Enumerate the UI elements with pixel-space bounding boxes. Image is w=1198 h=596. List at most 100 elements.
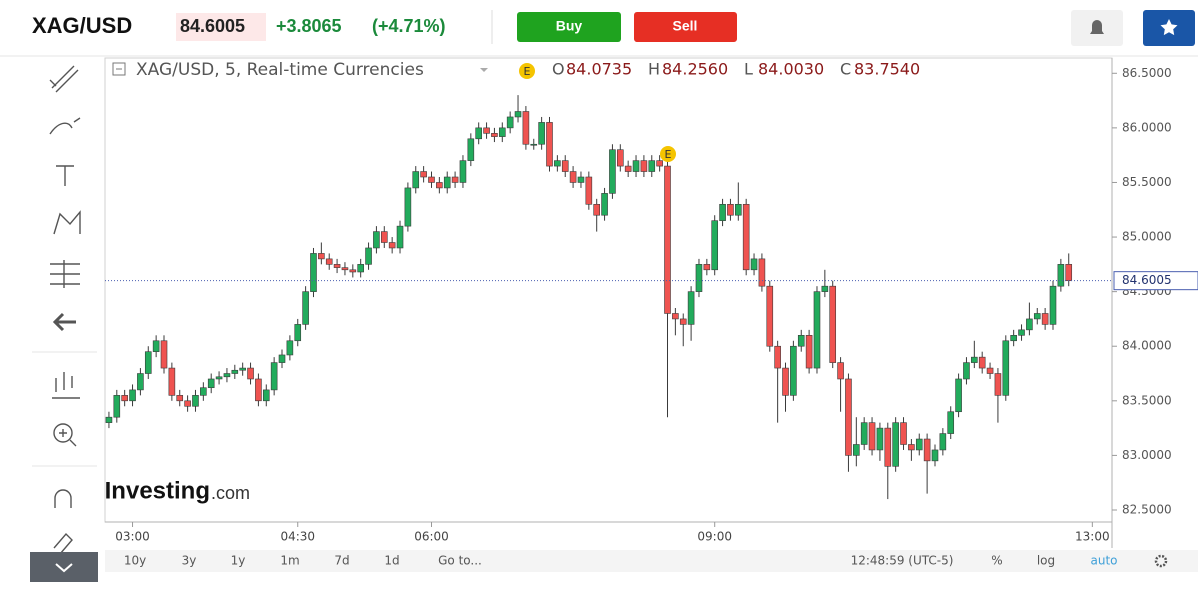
tool-text[interactable] (56, 165, 74, 186)
candle-body (129, 389, 136, 402)
tool-pencil[interactable] (53, 532, 73, 555)
y-tick-label: 83.0000 (1122, 448, 1172, 462)
range-button[interactable]: 1y (231, 554, 246, 568)
candle-body (144, 351, 152, 374)
candle-body (884, 427, 892, 467)
legend-value: 83.7540 (854, 60, 920, 79)
tool-brush[interactable] (49, 117, 81, 135)
x-tick-label: 09:00 (697, 530, 732, 544)
candle-body (797, 335, 805, 347)
y-tick-label: 86.5000 (1122, 66, 1172, 80)
scale-option[interactable]: auto (1090, 554, 1117, 568)
candle-body (766, 285, 774, 347)
candle-body (624, 165, 632, 172)
tool-lines[interactable] (49, 65, 79, 93)
scale-option[interactable]: % (991, 554, 1002, 568)
sell-button[interactable] (634, 12, 737, 42)
range-button[interactable]: 1d (384, 554, 399, 568)
candle-body (994, 373, 1002, 396)
candle-body (1010, 335, 1017, 342)
event-marker[interactable] (660, 146, 676, 162)
y-tick-label: 82.5000 (1122, 502, 1172, 516)
candle-body (388, 242, 396, 249)
range-button[interactable]: 10y (124, 554, 146, 568)
dropdown-caret[interactable] (480, 68, 488, 72)
clock: 12:48:59 (UTC-5) (851, 554, 954, 568)
candle-body (1026, 318, 1033, 331)
candle-body (971, 356, 978, 363)
candle-body (483, 127, 490, 134)
candle-body (105, 416, 113, 423)
candle-body (711, 220, 719, 271)
sell-label[interactable]: Sell (673, 18, 698, 34)
candle-body (561, 160, 569, 172)
candle-body (672, 313, 679, 320)
range-button[interactable]: Go to... (438, 554, 482, 568)
candle-body (593, 203, 600, 216)
tool-fib[interactable] (50, 260, 80, 288)
candle-body (546, 122, 553, 167)
candle-body (1049, 285, 1057, 325)
candle-body (262, 389, 270, 402)
candle-body (1065, 264, 1073, 282)
range-button[interactable]: 7d (334, 554, 349, 568)
tool-measure[interactable] (52, 372, 80, 399)
candle-body (978, 356, 986, 369)
candle-body (609, 149, 616, 194)
event-label: E (524, 65, 531, 78)
candle-body (774, 345, 781, 369)
candle-body (1018, 329, 1025, 336)
candle-body (742, 203, 750, 271)
candle-body (569, 171, 577, 183)
event-marker[interactable] (519, 63, 535, 79)
candle-body (310, 253, 317, 292)
range-button[interactable]: 3y (182, 554, 197, 568)
candle-body (845, 378, 852, 456)
candle-body (853, 444, 860, 456)
candle-body (876, 427, 884, 451)
settings-icon[interactable] (1154, 554, 1168, 568)
candle-body (868, 422, 876, 451)
candle-body (955, 378, 962, 413)
logo: Investing (105, 477, 210, 504)
candle-body (184, 400, 191, 407)
candle-body (278, 354, 286, 363)
candle-body (585, 176, 593, 205)
y-tick-label: 85.5000 (1122, 175, 1172, 189)
candle-body (223, 373, 231, 378)
range-button[interactable]: 1m (280, 554, 299, 568)
candle-body (137, 373, 144, 391)
toolbar-toggle[interactable] (30, 552, 98, 582)
change: +3.8065 (276, 16, 342, 36)
candle-body (695, 264, 703, 292)
scale-option[interactable]: log (1037, 554, 1055, 568)
candle-body (554, 160, 561, 167)
tool-magnet[interactable] (54, 489, 72, 508)
logo-suffix: .com (211, 483, 250, 503)
collapse-icon[interactable] (112, 62, 126, 76)
price-bg (176, 13, 266, 41)
toolbar (30, 58, 98, 548)
tool-zoom[interactable] (53, 423, 73, 443)
x-tick-label: 03:00 (115, 530, 150, 544)
buy-button[interactable] (517, 12, 621, 42)
legend-key: C (840, 60, 851, 79)
tool-icons (49, 65, 81, 555)
candle-body (703, 264, 711, 271)
candle-body (349, 269, 357, 273)
y-tick-label: 84.0000 (1122, 339, 1172, 353)
candle-body (396, 225, 404, 249)
candle-body (459, 160, 467, 183)
tool-pattern[interactable] (53, 210, 81, 235)
tool-back[interactable] (52, 312, 76, 332)
candle-body (239, 367, 246, 371)
legend-value: 84.2560 (662, 60, 728, 79)
candle-body (829, 285, 837, 363)
buy-label[interactable]: Buy (556, 18, 583, 34)
candle-body (514, 111, 522, 118)
candle-body (1002, 340, 1010, 396)
candle-body (467, 138, 475, 161)
x-tick-label: 13:00 (1075, 530, 1110, 544)
candle-body (813, 291, 821, 369)
candle-body (168, 367, 176, 396)
